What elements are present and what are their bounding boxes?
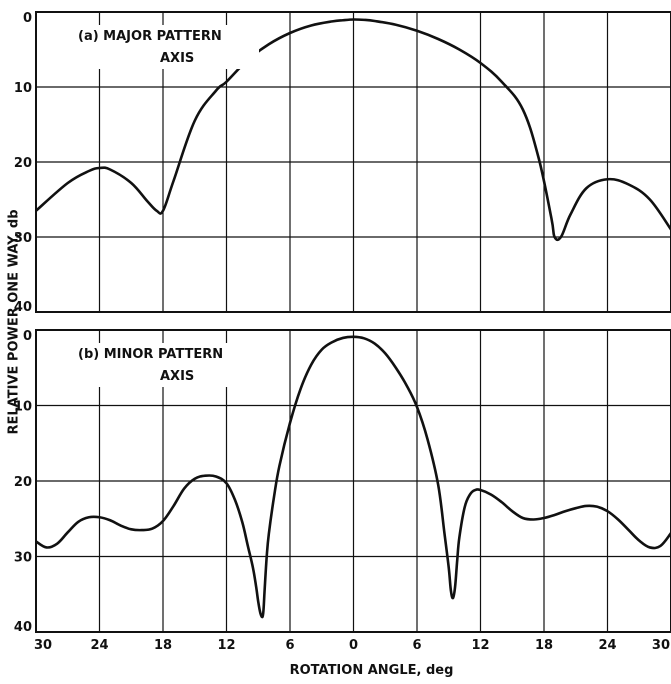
x-tick-label: 30 <box>652 638 670 653</box>
y-tick-label: 20 <box>14 475 32 490</box>
x-tick-label: 24 <box>598 638 616 653</box>
x-ticks-b: 30 24 18 12 6 0 6 12 18 24 30 <box>34 638 670 653</box>
y-axis-label: RELATIVE POWER ONE WAY, db <box>7 210 22 435</box>
y-tick-label: 30 <box>14 551 32 566</box>
annotation-b-line1: (b) MINOR PATTERN <box>78 347 223 362</box>
x-tick-label: 0 <box>349 638 358 653</box>
panel-a-major-axis: 0 10 20 30 40 (a) MAJOR PATTERN AXIS <box>14 11 671 315</box>
x-tick-label: 6 <box>412 638 421 653</box>
y-tick-label: 30 <box>14 231 32 246</box>
annotation-bg-a <box>74 25 259 69</box>
annotation-a-line1: (a) MAJOR PATTERN <box>78 29 222 44</box>
y-tick-label: 40 <box>14 300 32 315</box>
x-tick-label: 18 <box>535 638 553 653</box>
x-tick-label: 12 <box>217 638 235 653</box>
x-tick-label: 6 <box>285 638 294 653</box>
y-tick-label: 20 <box>14 156 32 171</box>
series-curve-a <box>35 18 671 242</box>
x-tick-label: 24 <box>90 638 108 653</box>
annotation-b-line2: AXIS <box>160 369 194 384</box>
annotation-a-line2: AXIS <box>160 51 194 66</box>
x-tick-label: 12 <box>471 638 489 653</box>
y-tick-label: 40 <box>14 620 32 635</box>
y-tick-label: 10 <box>14 400 32 415</box>
y-tick-label: 0 <box>23 329 32 344</box>
annotation-bg-b <box>74 343 259 387</box>
series-curve-b <box>35 335 671 619</box>
y-ticks-b: 0 10 20 30 40 <box>14 329 32 635</box>
y-tick-label: 0 <box>23 11 32 26</box>
x-tick-label: 18 <box>154 638 172 653</box>
x-axis-label: ROTATION ANGLE, deg <box>290 663 454 678</box>
y-ticks-a: 0 10 20 30 40 <box>14 11 32 315</box>
x-tick-label: 30 <box>34 638 52 653</box>
y-tick-label: 10 <box>14 81 32 96</box>
